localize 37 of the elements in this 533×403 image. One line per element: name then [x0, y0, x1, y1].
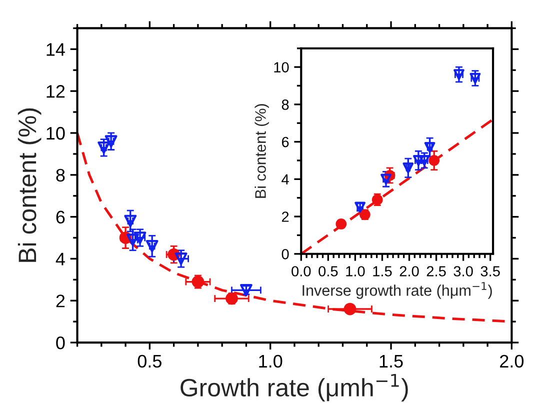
x-axis-title: Inverse growth rate (hμm$^{−1}$) — [302, 282, 492, 299]
y-tick-label: 12 — [46, 85, 65, 98]
y-tick-label: 6 — [56, 210, 65, 224]
x-tick-label: 2.0 — [500, 354, 524, 368]
point — [424, 142, 436, 153]
x-tick-label: 1.5 — [373, 266, 392, 276]
point — [146, 240, 158, 252]
y-tick-label: 14 — [46, 43, 65, 56]
x-tick-label: 0.5 — [138, 354, 162, 368]
y-tick-label: 4 — [282, 174, 289, 184]
x-tick-label: 0.0 — [292, 266, 311, 276]
y-tick-label: 6 — [282, 136, 289, 148]
x-tick-label: 1.5 — [380, 355, 403, 368]
y-tick-label: 0 — [282, 248, 289, 260]
y-tick-label: 2 — [282, 212, 289, 222]
point — [402, 162, 414, 174]
x-tick-label: 3.0 — [454, 266, 473, 276]
y-axis-title: Bi content (%) — [254, 104, 269, 198]
x-tick-label: 2.0 — [400, 266, 419, 276]
point — [98, 141, 110, 154]
y-tick-label: 8 — [56, 168, 65, 182]
y-tick-label: 4 — [56, 252, 65, 266]
point — [104, 135, 118, 148]
x-axis-title: Growth rate (μmh$^{−1}$) — [180, 374, 408, 402]
x-tick-label: 2.5 — [426, 266, 446, 276]
point — [124, 214, 137, 228]
y-tick-label: 10 — [46, 126, 65, 140]
y-tick-label: 10 — [274, 62, 289, 72]
y-tick-label: 0 — [56, 336, 65, 350]
y-tick-label: 2 — [56, 294, 65, 308]
x-tick-label: 0.5 — [318, 266, 338, 276]
x-tick-label: 1.0 — [259, 354, 282, 368]
point — [344, 302, 356, 316]
x-tick-label: 1.0 — [346, 266, 365, 276]
y-axis-title: Bi content (%) — [18, 108, 42, 262]
y-tick-label: 8 — [282, 100, 289, 110]
x-tick-label: 3.5 — [480, 266, 500, 276]
